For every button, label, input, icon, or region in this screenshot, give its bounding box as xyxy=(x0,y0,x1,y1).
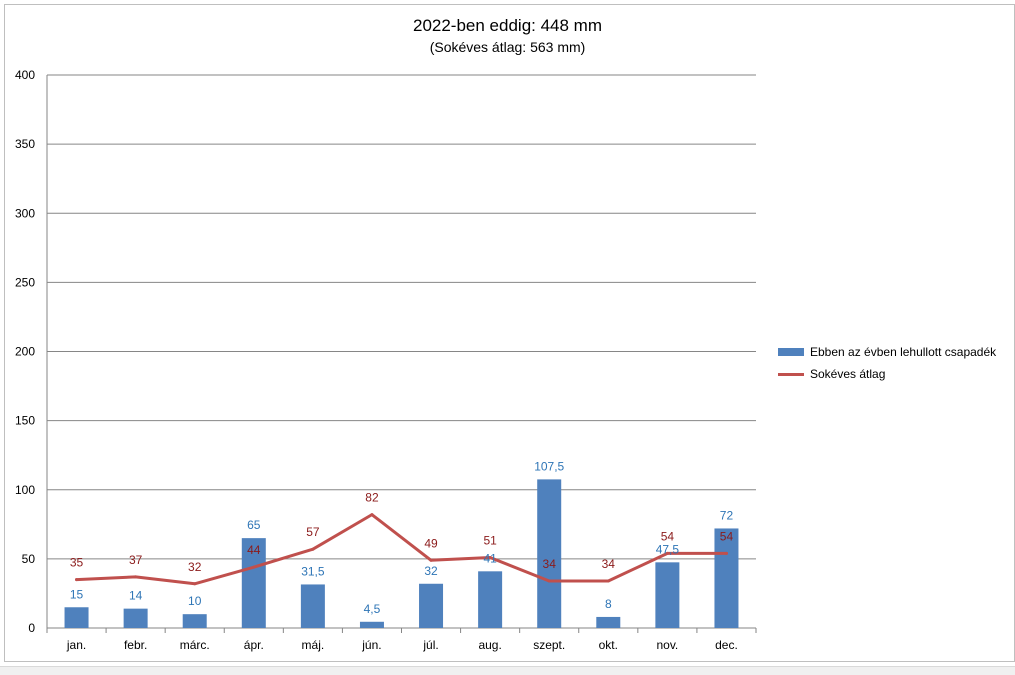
x-tick-label: jún. xyxy=(361,638,381,652)
y-tick-label: 0 xyxy=(28,621,35,635)
x-tick-label: okt. xyxy=(599,638,618,652)
line-point xyxy=(488,555,492,559)
line-point xyxy=(547,579,551,583)
bar xyxy=(123,608,148,628)
line-data-label: 34 xyxy=(543,557,557,571)
bar xyxy=(64,607,89,628)
line-point xyxy=(370,513,374,517)
line-data-label: 32 xyxy=(188,560,202,574)
line-data-label: 35 xyxy=(70,556,84,570)
bar xyxy=(655,562,680,628)
line-data-label: 37 xyxy=(129,553,143,567)
line-point xyxy=(311,547,315,551)
x-tick-label: aug. xyxy=(478,638,501,652)
legend: Ebben az évben lehullott csapadék Sokéve… xyxy=(778,341,996,385)
line-point xyxy=(193,582,197,586)
y-tick-label: 100 xyxy=(15,483,35,497)
bar-data-label: 65 xyxy=(247,518,261,532)
line-data-label: 54 xyxy=(661,529,675,543)
line-data-label: 57 xyxy=(306,525,320,539)
x-tick-label: dec. xyxy=(715,638,738,652)
line-data-label: 82 xyxy=(365,491,379,505)
y-tick-label: 400 xyxy=(15,68,35,82)
bar xyxy=(596,616,621,628)
bar xyxy=(359,621,384,628)
legend-label-average: Sokéves átlag xyxy=(810,367,886,381)
bar-data-label: 31,5 xyxy=(301,564,325,578)
bar xyxy=(714,528,739,628)
y-tick-label: 50 xyxy=(22,552,36,566)
y-tick-label: 250 xyxy=(15,275,35,289)
legend-label-precipitation: Ebben az évben lehullott csapadék xyxy=(810,345,997,359)
bar-data-label: 107,5 xyxy=(534,459,564,473)
bar xyxy=(300,584,325,628)
line-point xyxy=(724,551,728,555)
bar-data-label: 47,5 xyxy=(656,542,680,556)
line-point xyxy=(75,578,79,582)
bar xyxy=(241,538,266,628)
line-point xyxy=(252,565,256,569)
bar-data-label: 41 xyxy=(483,551,497,565)
line-data-label: 54 xyxy=(720,529,734,543)
line-data-label: 49 xyxy=(424,536,438,550)
bar-data-label: 15 xyxy=(70,587,84,601)
window-bottom-strip xyxy=(0,666,1015,675)
y-tick-label: 350 xyxy=(15,137,35,151)
y-tick-label: 150 xyxy=(15,414,35,428)
x-tick-label: febr. xyxy=(124,638,147,652)
chart-title: 2022-ben eddig: 448 mm xyxy=(412,16,603,35)
x-tick-label: máj. xyxy=(302,638,325,652)
x-tick-label: júl. xyxy=(422,638,438,652)
chart-area xyxy=(4,4,1015,662)
bar-data-label: 14 xyxy=(129,589,143,603)
bar xyxy=(182,614,207,628)
legend-swatch-line xyxy=(778,372,804,376)
legend-swatch-bar xyxy=(778,348,804,356)
bar-data-label: 10 xyxy=(188,594,202,608)
line-point xyxy=(665,551,669,555)
y-tick-label: 200 xyxy=(15,345,35,359)
line-data-label: 34 xyxy=(602,557,616,571)
line-data-label: 51 xyxy=(483,533,497,547)
x-tick-label: jan. xyxy=(66,638,86,652)
x-tick-label: márc. xyxy=(180,638,210,652)
bar-data-label: 4,5 xyxy=(364,602,381,616)
bar-data-label: 8 xyxy=(605,597,612,611)
chart-subtitle: (Sokéves átlag: 563 mm) xyxy=(429,39,586,55)
x-tick-label: ápr. xyxy=(244,638,264,652)
bar xyxy=(419,583,444,628)
line-data-label: 44 xyxy=(247,543,261,557)
bar xyxy=(478,571,503,628)
bar xyxy=(537,479,562,628)
line-point xyxy=(606,579,610,583)
y-tick-label: 300 xyxy=(15,206,35,220)
bar-data-label: 32 xyxy=(424,564,438,578)
x-tick-label: szept. xyxy=(533,638,565,652)
x-tick-label: nov. xyxy=(656,638,678,652)
legend-item-average: Sokéves átlag xyxy=(778,363,996,385)
bar-data-label: 72 xyxy=(720,508,734,522)
line-point xyxy=(134,575,138,579)
line-point xyxy=(429,558,433,562)
average-line xyxy=(75,513,728,586)
legend-item-precipitation: Ebben az évben lehullott csapadék xyxy=(778,341,996,363)
